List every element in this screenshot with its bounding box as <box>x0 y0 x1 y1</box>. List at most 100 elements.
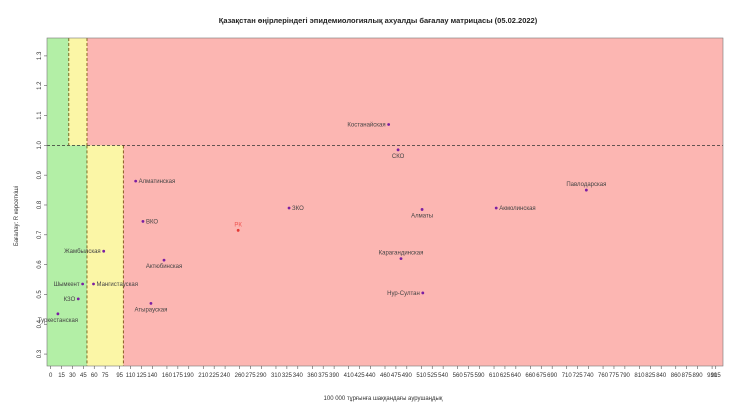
x-tick-label: 140 <box>147 373 158 379</box>
x-tick-label: 325 <box>282 373 293 379</box>
y-tick-label: 1.1 <box>37 111 43 120</box>
data-point <box>399 257 403 261</box>
zone-yellow-upper <box>68 38 87 146</box>
data-point <box>149 301 153 305</box>
data-point <box>236 228 240 232</box>
data-point <box>162 258 166 262</box>
x-tick-label: 95 <box>116 373 123 379</box>
data-label: ЗКО <box>292 206 304 212</box>
x-tick-label: 875 <box>682 373 693 379</box>
x-tick-label: 575 <box>464 373 475 379</box>
zone-green-lower <box>47 145 87 366</box>
x-tick-label: 190 <box>184 373 195 379</box>
data-point <box>494 206 498 210</box>
x-tick-label: 440 <box>365 373 376 379</box>
x-tick-label: 790 <box>620 373 631 379</box>
data-label: Атырауская <box>135 307 168 313</box>
x-tick-label: 690 <box>547 373 558 379</box>
data-label: Костанайская <box>347 121 385 128</box>
data-label: Акмолинская <box>499 206 535 212</box>
data-point <box>81 282 85 286</box>
y-tick-label: 0.6 <box>37 260 43 269</box>
data-label: КЗО <box>64 297 76 303</box>
x-tick-label: 60 <box>91 373 98 379</box>
x-tick-label: 375 <box>318 373 329 379</box>
data-label: Актюбинская <box>146 264 182 270</box>
x-tick-label: 840 <box>656 373 667 379</box>
x-tick-label: 810 <box>634 373 645 379</box>
x-tick-label: 425 <box>355 373 366 379</box>
data-label: ВКО <box>146 219 158 225</box>
x-tick-label: 290 <box>256 373 267 379</box>
x-tick-label: 740 <box>584 373 595 379</box>
x-tick-label: 410 <box>344 373 355 379</box>
x-tick-label: 490 <box>402 373 413 379</box>
x-tick-label: 15 <box>58 373 65 379</box>
zone-red <box>47 38 723 366</box>
x-tick-label: 260 <box>235 373 246 379</box>
zone-yellow-lower <box>86 145 124 366</box>
x-tick-label: 710 <box>562 373 573 379</box>
x-tick-label: 360 <box>307 373 318 379</box>
x-tick-label: 310 <box>271 373 282 379</box>
data-point <box>76 297 80 301</box>
data-point <box>421 291 425 295</box>
y-tick-label: 0.3 <box>37 349 43 358</box>
data-point <box>102 249 106 253</box>
chart-title: Қазақстан өңірлеріндегі эпидемиологиялық… <box>219 16 538 25</box>
x-tick-label: 540 <box>438 373 449 379</box>
x-tick-label: 910 <box>707 373 718 379</box>
x-tick-label: 760 <box>598 373 609 379</box>
x-tick-label: 915 <box>711 373 722 379</box>
x-tick-label: 590 <box>474 373 485 379</box>
data-point <box>134 179 138 183</box>
y-tick-label: 0.4 <box>37 319 43 328</box>
x-tick-label: 110 <box>126 373 136 379</box>
x-tick-label: 890 <box>693 373 704 379</box>
x-tick-label: 0 <box>49 373 53 379</box>
data-point <box>92 282 95 286</box>
x-tick-label: 640 <box>511 373 522 379</box>
data-label: СКО <box>392 154 405 160</box>
data-point <box>56 312 60 316</box>
x-tick-label: 860 <box>671 373 682 379</box>
plot-area: 0.3 0.4 0.5 0.6 0.7 0.8 0.9 1.0 1.1 1.2 1.3 0 15 30 45… <box>37 37 724 379</box>
x-tick-label: 125 <box>136 373 147 379</box>
y-tick-label: 0.9 <box>37 170 43 179</box>
x-axis-title: 100 000 тұрғынға шаққандағы аурушаңдық <box>324 396 443 402</box>
data-point <box>141 219 145 223</box>
data-label: Мангистауская <box>97 282 138 288</box>
x-tick-label: 30 <box>69 373 76 379</box>
x-tick-label: 240 <box>220 373 231 379</box>
y-tick-label: 0.5 <box>37 290 43 299</box>
data-label: Туркестанская <box>38 318 78 324</box>
x-tick-label: 825 <box>645 373 656 379</box>
x-tick-label: 175 <box>173 373 184 379</box>
x-tick-label: 340 <box>293 373 304 379</box>
zone-green-upper <box>47 38 69 146</box>
y-tick-label: 1.3 <box>37 51 43 60</box>
y-tick-label: 0.8 <box>37 200 43 209</box>
y-tick-label: 1.0 <box>37 141 43 150</box>
x-tick-label: 725 <box>573 373 584 379</box>
x-tick-label: 560 <box>453 373 464 379</box>
data-point <box>584 188 588 192</box>
x-tick-label: 675 <box>536 373 547 379</box>
y-axis-title: Бағалау: R көрсеткіші <box>14 186 20 246</box>
x-tick-label: 225 <box>209 373 220 379</box>
x-tick-label: 625 <box>500 373 511 379</box>
data-label: Алматинская <box>139 179 176 185</box>
x-tick-label: 275 <box>246 373 257 379</box>
data-point <box>287 206 291 210</box>
y-tick-label: 1.2 <box>37 81 43 90</box>
data-label: РК <box>234 222 242 228</box>
data-label: Алматы <box>411 213 433 219</box>
data-point <box>387 123 391 126</box>
x-tick-label: 160 <box>162 373 173 379</box>
x-tick-label: 525 <box>427 373 438 379</box>
data-point <box>420 208 424 211</box>
x-tick-label: 460 <box>380 373 391 379</box>
x-tick-label: 660 <box>525 373 536 379</box>
